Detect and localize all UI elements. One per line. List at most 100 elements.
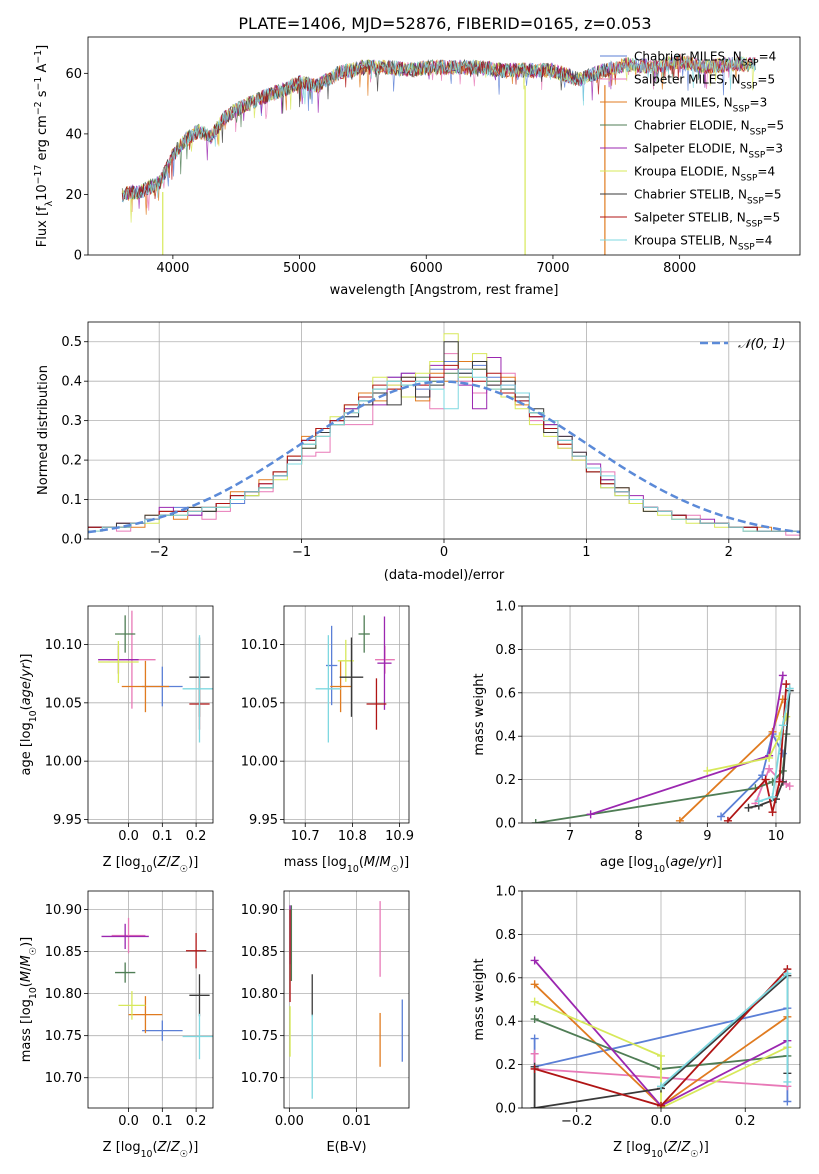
legend-subscript: SSP (747, 197, 764, 207)
data-point-marker (782, 680, 791, 689)
y-tick-label: 10.90 (45, 903, 82, 918)
label-segment: yr (19, 662, 34, 678)
label-segment: ( (663, 1140, 668, 1155)
legend-subscript: SSP (741, 82, 758, 92)
legend-subscript: SSP (750, 128, 767, 138)
x-tick-label: 0.01 (342, 1114, 371, 1129)
legend-text: Kroupa STELIB, N (634, 234, 738, 248)
y-axis-label: mass weight (472, 958, 487, 1040)
axes-frame (87, 605, 214, 824)
axes-frame (521, 605, 801, 824)
y-tick-label: 0.1 (61, 493, 82, 508)
label-segment: ☉ (180, 1149, 188, 1160)
label-segment: −1 (33, 50, 44, 64)
label-segment: age [log (19, 722, 34, 775)
label-segment: −1 (33, 77, 44, 91)
legend-text: Salpeter ELODIE, N (634, 142, 748, 156)
label-segment: E(B-V) (326, 1140, 366, 1155)
y-tick-label: 0.4 (61, 375, 82, 390)
legend-label: Chabrier MILES, NSSP=4 (634, 50, 776, 69)
label-segment: ( (19, 982, 34, 987)
label-segment: Z (170, 855, 181, 870)
x-tick-label: 1 (582, 545, 590, 560)
label-segment: Z (157, 1140, 168, 1155)
x-tick-label: 0.1 (152, 1114, 173, 1129)
label-segment: 10 (347, 864, 359, 875)
label-segment: 10 (653, 864, 665, 875)
legend-label: Salpeter ELODIE, NSSP=3 (634, 142, 783, 161)
data-point-marker (530, 1049, 539, 1058)
data-point-marker (761, 775, 770, 784)
data-point-marker (744, 803, 753, 812)
y-tick-label: 1.0 (495, 885, 516, 900)
data-point-marker (758, 771, 767, 780)
x-tick-label: 2 (725, 545, 733, 560)
x-axis-label: Z [log10(Z/Z☉)] (613, 1140, 709, 1160)
legend-count: =5 (757, 73, 775, 87)
label-segment: ( (19, 705, 34, 710)
label-segment: 10 (28, 987, 39, 999)
x-tick-label: 10.7 (291, 829, 320, 844)
data-point-marker (530, 1015, 539, 1024)
y-tick-label: 10.80 (45, 987, 82, 1002)
legend-label: Kroupa MILES, NSSP=3 (634, 96, 767, 115)
x-axis-label: E(B-V) (326, 1140, 366, 1155)
data-point-marker (723, 816, 732, 823)
legend-subscript: SSP (738, 243, 755, 253)
label-segment: 10 (28, 710, 39, 722)
label-segment: −17 (33, 165, 44, 185)
x-axis-label: Z [log10(Z/Z☉)] (103, 855, 199, 875)
legend-text: Salpeter MILES, N (634, 73, 741, 87)
y-tick-label: 0.2 (61, 454, 82, 469)
label-segment: age (19, 681, 34, 705)
y-tick-label: 10.00 (241, 755, 278, 770)
legend-subscript: SSP (748, 151, 765, 161)
mass-vs-metallicity-panel: 0.0 0.1 0.2 10.70 10.75 10.80 10.85 10.90 Z [log… (19, 890, 214, 1160)
plot-area (101, 917, 213, 1060)
x-tick-label: 0.2 (735, 1114, 756, 1129)
x-tick-label: −1 (292, 545, 311, 560)
y-tick-label: 10.80 (241, 987, 278, 1002)
data-point-marker (530, 956, 539, 965)
label-segment: Flux [f (35, 206, 50, 247)
y-tick-label: 0.6 (495, 971, 516, 986)
x-tick-label: −2 (150, 545, 169, 560)
data-point-marker (783, 1097, 792, 1106)
label-segment: ☉ (391, 864, 399, 875)
legend-label: Kroupa ELODIE, NSSP=4 (634, 165, 775, 184)
y-tick-label: 0.0 (495, 1102, 516, 1117)
label-segment: mass [log (19, 999, 34, 1062)
label-segment: Z [log (613, 1140, 651, 1155)
legend-subscript: SSP (742, 59, 759, 69)
label-segment: Z (667, 1140, 678, 1155)
label-segment: M (380, 855, 391, 870)
label-segment: )] (712, 855, 722, 870)
legend-count: =3 (765, 142, 783, 156)
legend-text: Kroupa MILES, N (634, 96, 733, 110)
data-point-marker (775, 777, 784, 786)
data-point-marker (754, 797, 763, 806)
data-point-marker (657, 1101, 665, 1108)
y-tick-label: 0 (74, 249, 82, 264)
x-axis-label: (data-model)/error (384, 568, 505, 583)
plot-area (531, 671, 794, 823)
label-segment: ☉ (180, 864, 188, 875)
label-segment: Z (170, 1140, 181, 1155)
x-tick-label: 0.2 (186, 1114, 207, 1129)
y-tick-label: 0.8 (495, 643, 516, 658)
mass-vs-reddening-panel: 0.00 0.01 10.70 10.75 10.80 10.85 10.90 E(B-V) (241, 890, 410, 1155)
residual-histogram-panel: −2 −1 0 1 2 0.0 0.1 0.2 0.3 0.4 0.5 𝒩(0, 1) (data-mo… (36, 321, 801, 583)
label-segment: 10 (35, 184, 50, 201)
histogram-step (88, 368, 800, 539)
plot-area (315, 615, 395, 743)
x-tick-label: 0.2 (186, 829, 207, 844)
series-line (720, 731, 784, 818)
label-segment: age (670, 855, 694, 870)
y-tick-label: 10.10 (45, 638, 82, 653)
legend-text: Chabrier STELIB, N (634, 188, 747, 202)
data-point-marker (530, 1064, 539, 1073)
label-segment: ( (153, 1140, 158, 1155)
y-axis-label: mass [log10(M/M☉)] (19, 937, 39, 1063)
y-tick-label: 10.75 (241, 1029, 278, 1044)
